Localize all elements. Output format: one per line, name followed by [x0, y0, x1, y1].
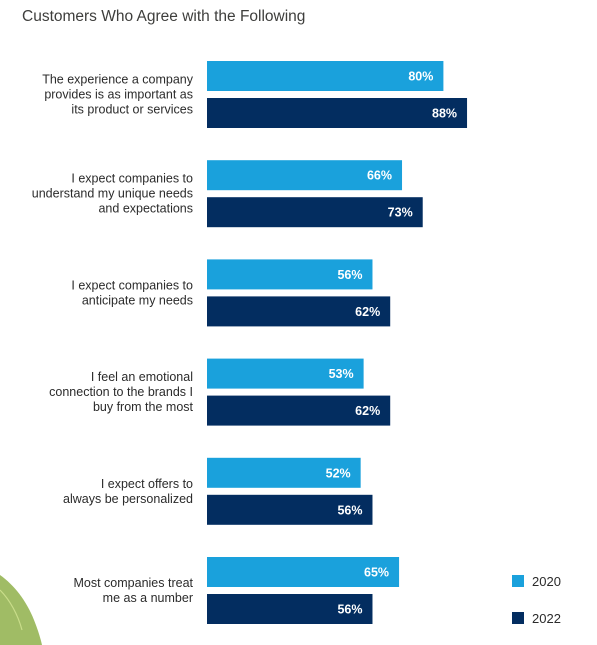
bar-2020-3	[207, 259, 373, 290]
data-label-2022-1: 88%	[432, 107, 457, 121]
legend-swatch-2020	[512, 575, 524, 587]
legend-label-2022: 2022	[532, 611, 561, 626]
bar-2020-4	[207, 358, 364, 389]
data-label-2020-1: 80%	[408, 70, 433, 84]
legend-swatch-2022	[512, 612, 524, 624]
category-label-1: The experience a company provides is as i…	[42, 73, 194, 117]
bar-2020-5	[207, 457, 361, 488]
bar-2022-4	[207, 395, 391, 426]
category-label-5: I expect offers to always be personalized	[63, 477, 193, 506]
decorative-leaf	[0, 575, 42, 645]
data-label-2022-2: 73%	[388, 206, 413, 220]
data-label-2022-4: 62%	[355, 404, 380, 418]
chart-title: Customers Who Agree with the Following	[22, 8, 306, 25]
data-label-2020-6: 65%	[364, 566, 389, 580]
legend-label-2020: 2020	[532, 574, 561, 589]
bar-2022-1	[207, 98, 468, 128]
bars-layer: 80% 88% 66% 73% 56% 62% 53% 62% 52% 56% 65% 56%	[207, 61, 468, 624]
category-label-3: I expect companies to anticipate my needs	[71, 278, 193, 307]
bar-2022-2	[207, 197, 423, 228]
bar-2020-2	[207, 160, 403, 191]
bar-2022-3	[207, 296, 391, 327]
bar-2022-5	[207, 494, 373, 525]
data-label-2022-5: 56%	[337, 503, 362, 517]
bar-2022-6	[207, 594, 373, 624]
category-label-2: I expect companies to understand my uniqu…	[32, 172, 193, 216]
data-label-2022-3: 62%	[355, 305, 380, 319]
category-label-4: I feel an emotional connection to the bra…	[49, 370, 193, 414]
bar-2020-1	[207, 61, 444, 91]
category-labels: The experience a company provides is as i…	[32, 73, 194, 606]
data-label-2020-2: 66%	[367, 169, 392, 183]
category-label-6: Most companies treat me as a number	[74, 576, 194, 605]
legend: 2020 2022	[512, 574, 561, 626]
data-label-2020-3: 56%	[337, 268, 362, 282]
data-label-2020-4: 53%	[329, 367, 354, 381]
data-label-2022-6: 56%	[337, 603, 362, 617]
data-label-2020-5: 52%	[326, 466, 351, 480]
bar-2020-6	[207, 557, 400, 587]
